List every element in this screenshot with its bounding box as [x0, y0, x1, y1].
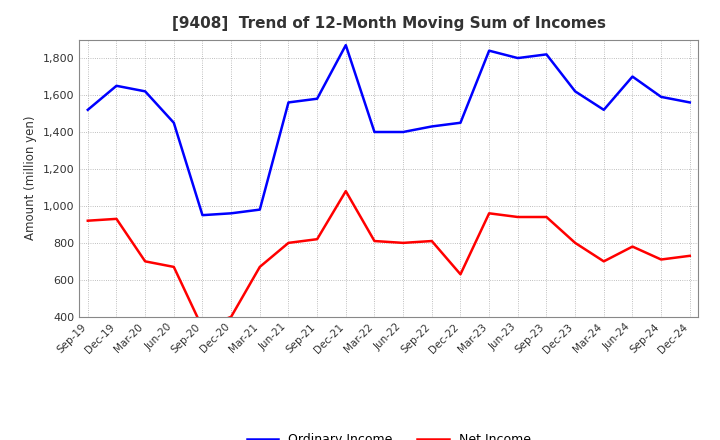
Ordinary Income [685, 100, 694, 105]
Ordinary Income [657, 94, 665, 99]
Ordinary Income [628, 74, 636, 79]
Net Income [542, 214, 551, 220]
Net Income [256, 264, 264, 270]
Ordinary Income [456, 120, 465, 125]
Ordinary Income [399, 129, 408, 135]
Net Income [513, 214, 522, 220]
Ordinary Income [169, 120, 178, 125]
Line: Ordinary Income: Ordinary Income [88, 45, 690, 215]
Ordinary Income [84, 107, 92, 113]
Net Income [227, 314, 235, 319]
Ordinary Income [341, 43, 350, 48]
Ordinary Income [312, 96, 321, 101]
Ordinary Income [112, 83, 121, 88]
Ordinary Income [428, 124, 436, 129]
Ordinary Income [198, 213, 207, 218]
Net Income [284, 240, 293, 246]
Net Income [169, 264, 178, 270]
Net Income [657, 257, 665, 262]
Net Income [198, 325, 207, 330]
Ordinary Income [256, 207, 264, 212]
Net Income [456, 271, 465, 277]
Net Income [685, 253, 694, 258]
Net Income [571, 240, 580, 246]
Ordinary Income [284, 100, 293, 105]
Ordinary Income [571, 89, 580, 94]
Line: Net Income: Net Income [88, 191, 690, 328]
Net Income [428, 238, 436, 244]
Net Income [312, 237, 321, 242]
Net Income [370, 238, 379, 244]
Title: [9408]  Trend of 12-Month Moving Sum of Incomes: [9408] Trend of 12-Month Moving Sum of I… [172, 16, 606, 32]
Net Income [84, 218, 92, 224]
Legend: Ordinary Income, Net Income: Ordinary Income, Net Income [242, 429, 536, 440]
Y-axis label: Amount (million yen): Amount (million yen) [24, 116, 37, 240]
Ordinary Income [141, 89, 150, 94]
Ordinary Income [227, 211, 235, 216]
Net Income [341, 188, 350, 194]
Ordinary Income [485, 48, 493, 53]
Ordinary Income [370, 129, 379, 135]
Ordinary Income [600, 107, 608, 113]
Ordinary Income [542, 52, 551, 57]
Net Income [485, 211, 493, 216]
Net Income [112, 216, 121, 221]
Ordinary Income [513, 55, 522, 61]
Net Income [600, 259, 608, 264]
Net Income [399, 240, 408, 246]
Net Income [628, 244, 636, 249]
Net Income [141, 259, 150, 264]
